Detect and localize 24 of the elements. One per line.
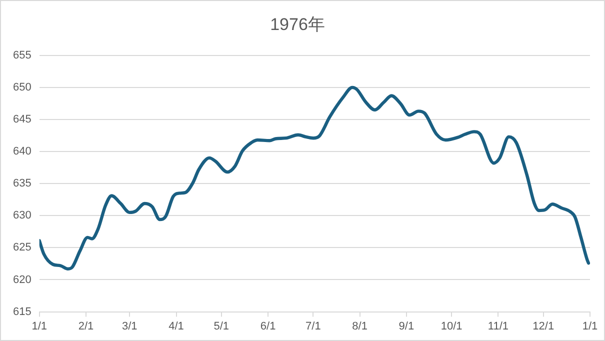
x-tick-label: 1/1: [32, 320, 47, 332]
line-series: [39, 86, 590, 270]
x-tick-label: 4/1: [168, 320, 184, 332]
y-tick-label: 625: [12, 242, 32, 254]
y-tick-label: 615: [12, 306, 32, 318]
y-tick-label: 620: [12, 274, 32, 286]
x-tick-label: 7/1: [306, 320, 321, 332]
x-tick-label: 6/1: [260, 320, 276, 332]
y-tick-label: 655: [12, 49, 32, 62]
x-tick-label: 9/1: [398, 320, 414, 332]
x-tick-label: 5/1: [214, 320, 230, 332]
y-tick-label: 635: [12, 178, 32, 190]
x-tick-label: 10/1: [440, 320, 462, 332]
y-tick-label: 650: [12, 81, 32, 94]
y-tick-label: 645: [12, 114, 32, 126]
x-tick-label: 11/1: [488, 320, 509, 332]
chart-title: 1976年: [270, 14, 325, 34]
x-tick-label: 2/1: [78, 320, 94, 332]
x-tick-label: 12/1: [532, 320, 554, 332]
x-tick-label: 1/1: [582, 320, 598, 332]
x-tick-label: 3/1: [122, 320, 138, 332]
y-tick-label: 630: [12, 210, 32, 222]
x-tick-label: 8/1: [352, 320, 368, 332]
y-tick-label: 640: [12, 146, 32, 158]
